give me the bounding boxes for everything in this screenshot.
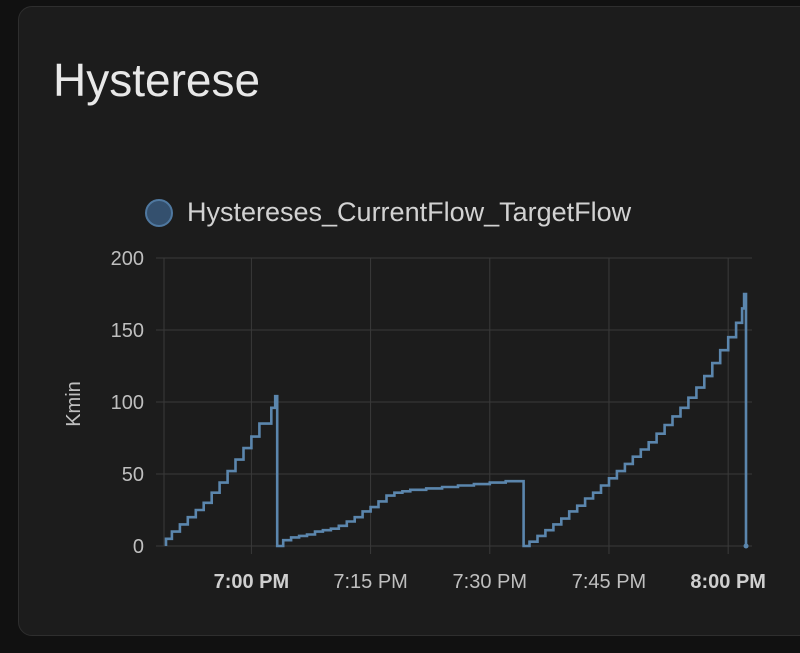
x-tick-label: 7:30 PM	[453, 571, 527, 593]
series-layer	[164, 292, 749, 549]
x-tick-label: 7:15 PM	[333, 571, 407, 593]
y-tick-label: 200	[111, 248, 144, 270]
chart-card: Hysterese Hystereses_CurrentFlow_TargetF…	[18, 6, 800, 636]
legend-item[interactable]: Hystereses_CurrentFlow_TargetFlow	[145, 197, 631, 228]
data-point[interactable]	[743, 543, 749, 549]
y-axis-title: Kmin	[63, 381, 85, 427]
y-tick-label: 150	[111, 320, 144, 342]
legend-swatch	[145, 198, 173, 227]
y-tick-label: 100	[111, 392, 144, 414]
series-line[interactable]	[164, 292, 748, 548]
legend-label: Hystereses_CurrentFlow_TargetFlow	[187, 197, 632, 227]
x-tick-label: 7:45 PM	[572, 571, 646, 593]
axis-layer: 0 50 100 150 200 7:00 PM 7:15 PM 7:30 PM 7:45 PM…	[63, 248, 766, 593]
y-tick-label: 0	[133, 536, 144, 558]
grid-layer	[156, 257, 752, 554]
y-tick-label: 50	[122, 464, 144, 486]
x-tick-label: 8:00 PM	[690, 571, 766, 593]
card-title: Hysterese	[53, 54, 261, 106]
x-tick-label: 7:00 PM	[214, 571, 290, 593]
